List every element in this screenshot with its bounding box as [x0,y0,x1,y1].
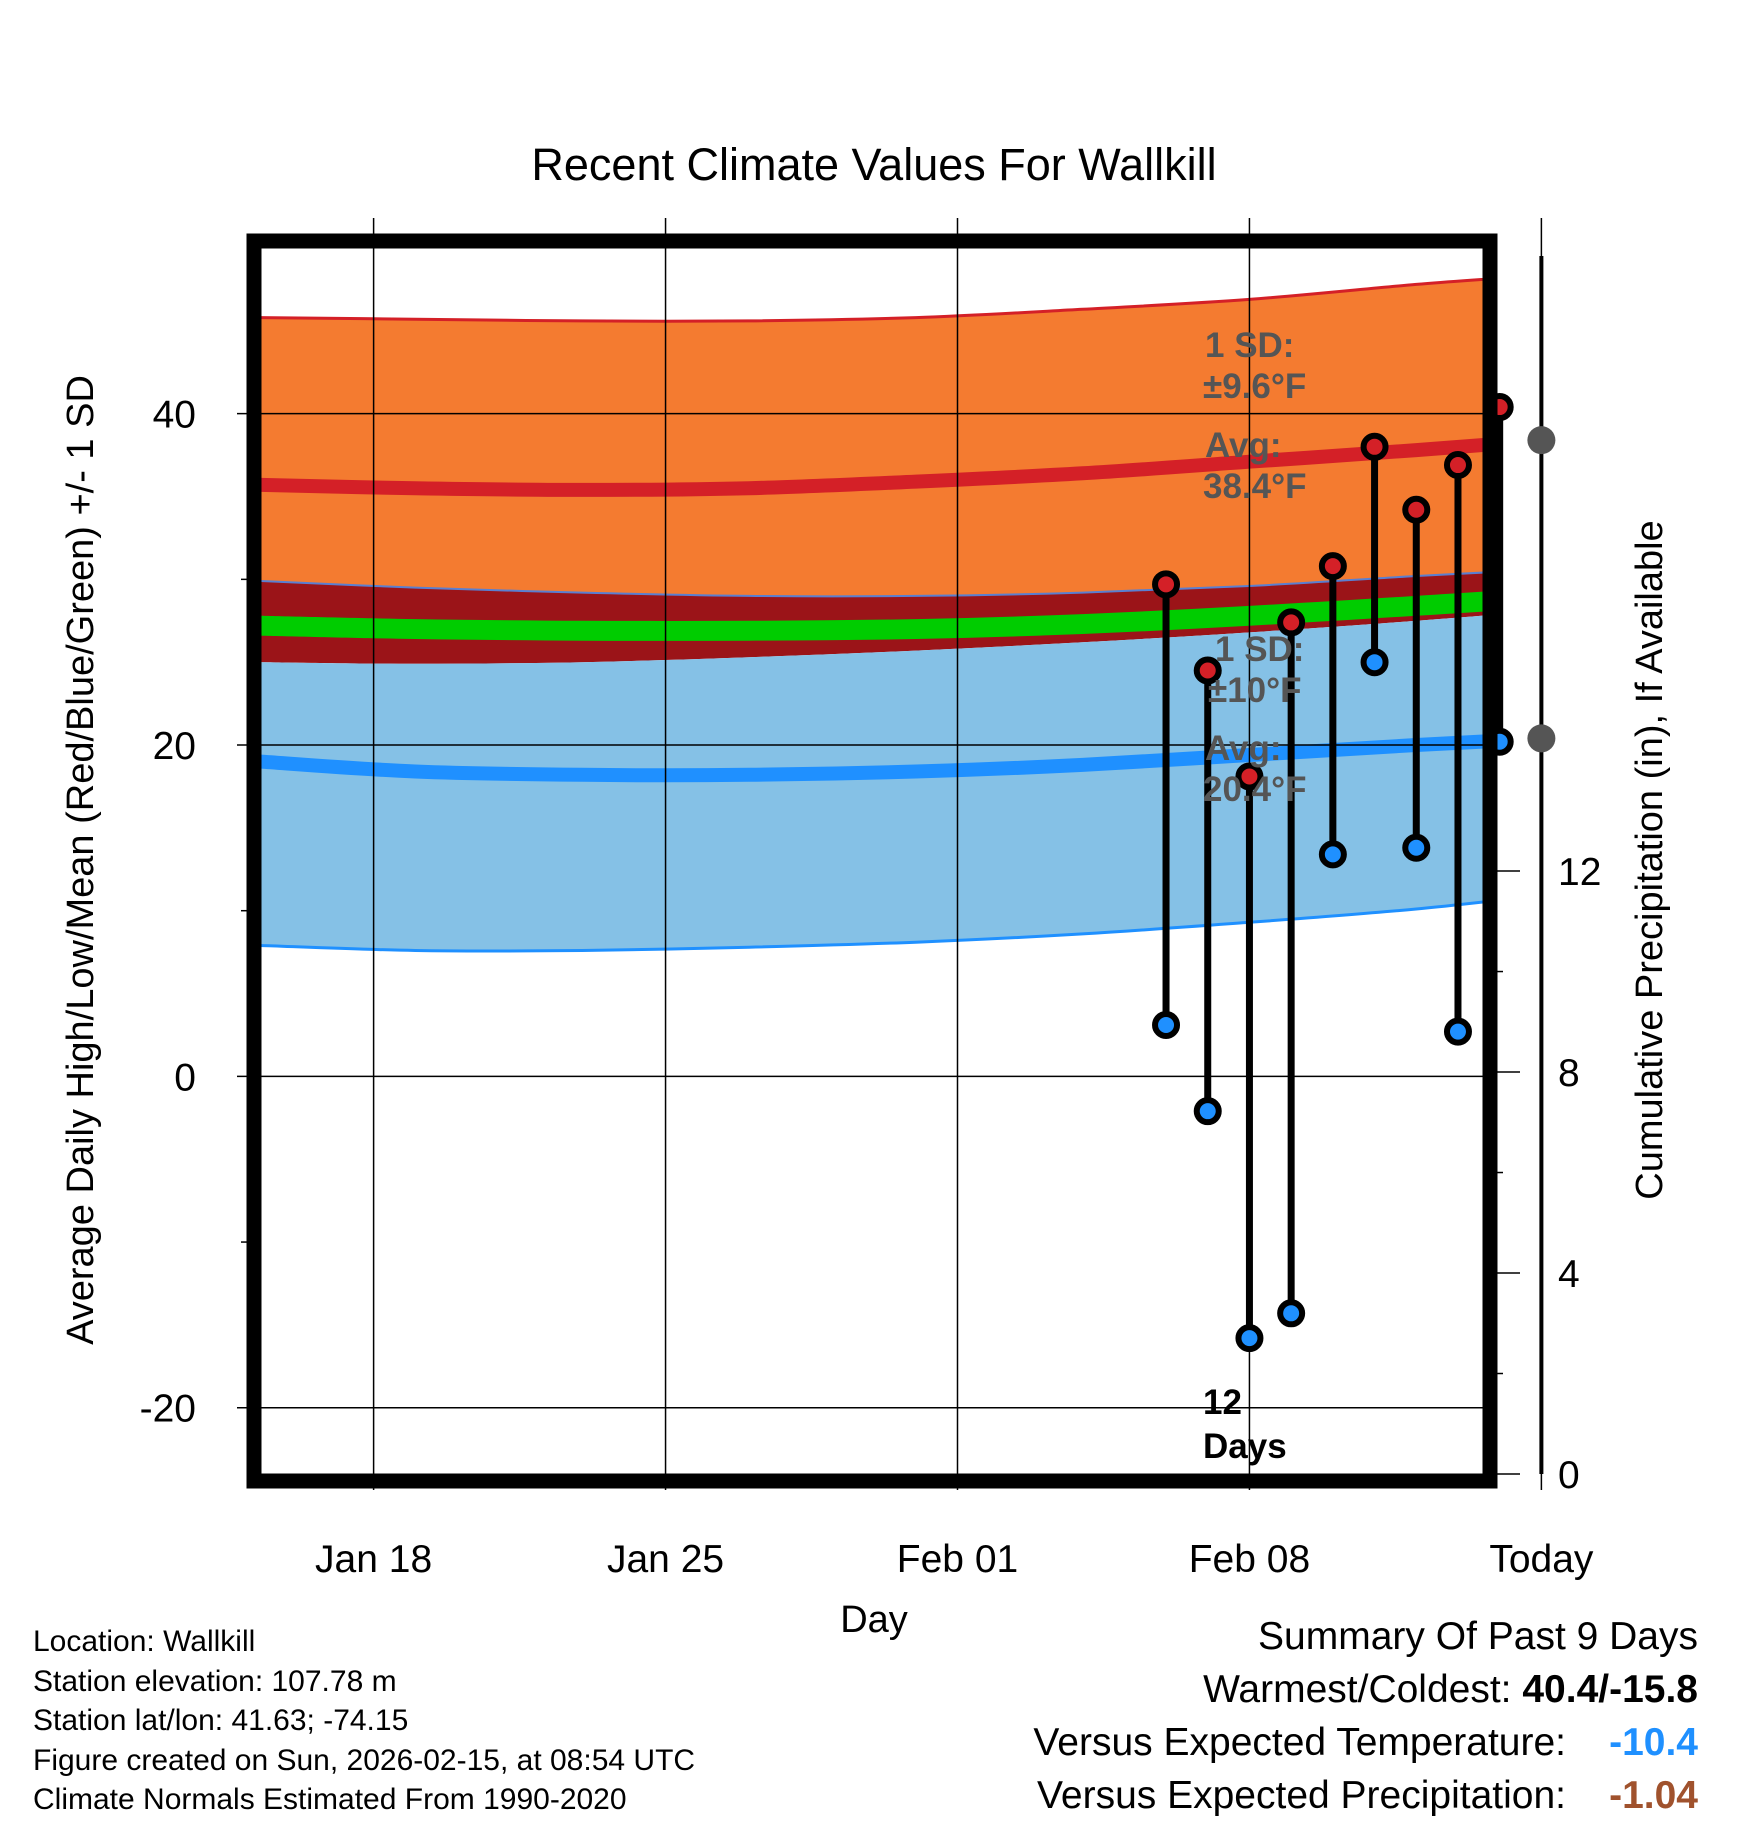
station-info: Location: Wallkill Station elevation: 10… [33,1622,695,1820]
y-tick-label-1: 0 [174,1056,196,1099]
obs-high-point-0 [1152,570,1181,599]
obs-high-point-2 [1235,762,1264,791]
observations [1152,393,1556,1353]
location-text: Location: Wallkill [33,1625,256,1658]
y-tick-label-0: -20 [140,1388,196,1431]
chart-title: Recent Climate Values For Wallkill [531,139,1216,190]
plot-frame [246,233,1498,1489]
obs-high-point-5 [1360,432,1389,461]
y2-axis-label: Cumulative Precipitation (in), If Availa… [1629,520,1671,1199]
obs-low-point-4 [1318,840,1347,869]
normals-text: Climate Normals Estimated From 1990-2020 [33,1783,627,1816]
y-axis-label: Average Daily High/Low/Mean (Red/Blue/Gr… [60,375,102,1345]
high-avg-label: Avg: [1205,426,1281,465]
warmest-value: 40.4/-15.8 [1522,1668,1698,1711]
summary-precip-row: Versus Expected Precipitation: -1.04 [1033,1769,1698,1822]
annotations: 1 SD: ±9.6°F Avg: 38.4°F 1 SD: ±10°F Avg… [1203,326,1307,1466]
high-sd-band [261,279,1483,597]
x-tick-label-2: Feb 01 [897,1538,1018,1581]
low-avg-value: 20.4°F [1203,770,1307,809]
days-label: Days [1203,1427,1287,1466]
summary-title: Summary Of Past 9 Days [1258,1615,1698,1658]
latlon-text: Station lat/lon: 41.63; -74.15 [33,1704,409,1737]
high-avg-value: 38.4°F [1203,467,1307,506]
obs-high-point-4 [1318,552,1347,581]
temp-label: Versus Expected Temperature: [1033,1721,1566,1764]
created-text: Figure created on Sun, 2026-02-15, at 08… [33,1743,696,1777]
today-low-avg-marker [1527,724,1556,753]
low-sd-label: 1 SD: [1215,630,1304,669]
days-count: 12 [1203,1383,1242,1422]
precip-label: Versus Expected Precipitation: [1037,1774,1566,1817]
high-upper-line [261,277,1483,323]
summary-panel: Summary Of Past 9 Days Warmest/Coldest: … [1033,1610,1698,1822]
y2-tick-label-1: 4 [1558,1253,1580,1296]
y2-tick-label-0: 0 [1558,1454,1580,1497]
obs-low-point-3 [1277,1299,1306,1328]
low-mean-line [261,734,1483,783]
low-avg-label: Avg: [1205,729,1281,768]
obs-low-point-2 [1235,1324,1264,1353]
low-lower-line [261,900,1483,953]
obs-high-point-7 [1443,451,1472,480]
elevation-text: Station elevation: 107.78 m [33,1664,397,1698]
y2-tick-label-3: 12 [1558,851,1601,894]
precip-value: -1.04 [1609,1774,1698,1817]
summary-warmest-row: Warmest/Coldest: 40.4/-15.8 [1033,1663,1698,1716]
mean-band [261,591,1483,641]
overlap-band [261,572,1483,664]
obs-low-point-0 [1152,1011,1181,1040]
y-tick-label-2: 20 [153,725,196,768]
summary-temp-row: Versus Expected Temperature: -10.4 [1033,1716,1698,1769]
warmest-label: Warmest/Coldest: [1203,1668,1523,1711]
y-tick-label-3: 40 [153,394,196,437]
obs-low-point-5 [1360,648,1389,677]
today-high-avg-marker [1527,426,1556,455]
obs-low-point-7 [1443,1017,1472,1046]
x-tick-label-3: Feb 08 [1189,1538,1310,1581]
low-sd-band [261,615,1483,951]
obs-high-point-3 [1277,608,1306,637]
y2-tick-label-2: 8 [1558,1052,1580,1095]
x-tick-label-1: Jan 25 [607,1538,724,1581]
x-tick-label-0: Jan 18 [315,1538,432,1581]
high-sd-label: 1 SD: [1205,326,1294,365]
high-mean-line [261,438,1483,497]
low-sd-value: ±10°F [1208,671,1302,710]
x-tick-label-4: Today [1489,1538,1594,1581]
temp-value: -10.4 [1609,1721,1698,1764]
obs-low-point-6 [1402,833,1431,862]
obs-high-point-1 [1193,656,1222,685]
high-lower-line [261,571,1483,598]
high-sd-value: ±9.6°F [1203,367,1306,406]
normal-bands [261,277,1483,953]
obs-low-point-1 [1193,1097,1222,1126]
x-axis-label: Day [840,1599,908,1641]
obs-high-point-6 [1402,495,1431,524]
